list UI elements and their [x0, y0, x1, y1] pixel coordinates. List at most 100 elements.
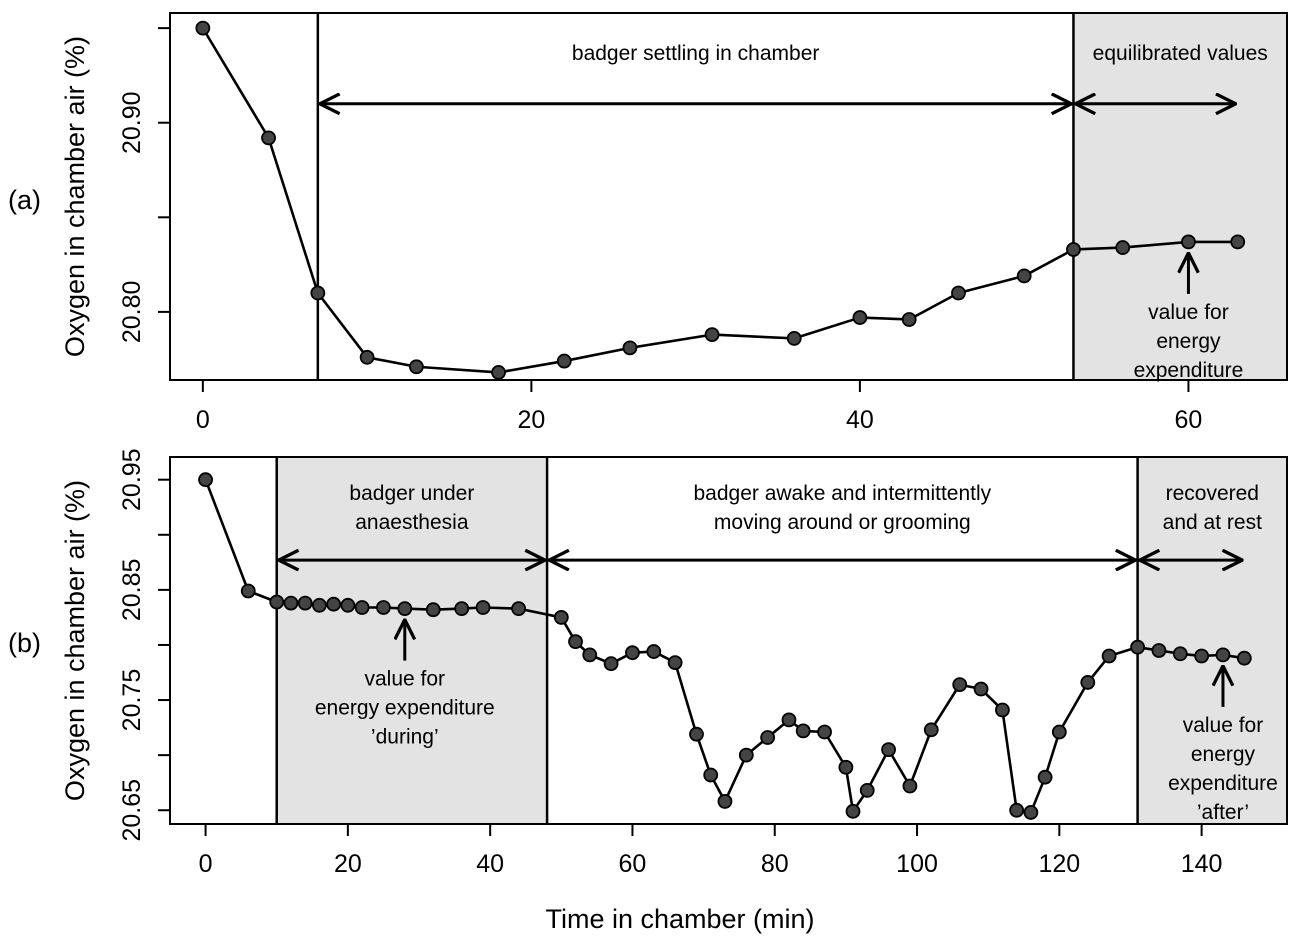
data-point [511, 601, 527, 617]
plot-frame [169, 456, 1288, 825]
data-point [1016, 268, 1032, 284]
data-point [838, 759, 854, 775]
data-point [795, 723, 811, 739]
value-annotation-text: energy [1156, 330, 1221, 353]
x-tick-label: 40 [846, 406, 874, 434]
x-tick-label: 0 [199, 850, 213, 878]
value-annotation-text: expenditure [1134, 359, 1244, 382]
panel-label: (a) [8, 185, 41, 215]
data-point [951, 285, 966, 301]
data-point [622, 340, 638, 356]
data-point [859, 782, 875, 798]
x-tick-label: 20 [334, 850, 362, 878]
data-point [1181, 234, 1196, 250]
x-tick-label: 140 [1181, 850, 1223, 878]
x-tick-label: 60 [619, 850, 647, 878]
x-tick-label: 40 [476, 850, 504, 878]
data-point [1051, 724, 1067, 740]
data-point [1023, 805, 1039, 820]
oxygen-series-line [201, 27, 1238, 374]
x-tick-label: 120 [1038, 850, 1080, 878]
data-point [340, 597, 356, 613]
data-point [760, 730, 776, 745]
data-point [1236, 650, 1252, 666]
data-point [475, 600, 491, 615]
data-point [297, 595, 313, 611]
data-point [1115, 240, 1131, 255]
data-point [817, 724, 832, 740]
data-point [689, 726, 704, 742]
data-point [397, 601, 413, 617]
data-point [881, 742, 896, 758]
phase-label: badger under [349, 482, 474, 505]
y-tick-label: 20.80 [118, 281, 146, 344]
data-point [408, 359, 424, 375]
data-point [603, 656, 619, 672]
data-point [923, 722, 939, 738]
data-point [995, 702, 1010, 718]
data-point [556, 353, 572, 369]
x-axis-title: Time in chamber (min) [545, 904, 814, 934]
data-point [454, 601, 470, 617]
data-point [195, 20, 211, 36]
data-point [646, 644, 662, 659]
data-point [1230, 234, 1246, 250]
data-point [261, 130, 276, 146]
panel-label: (b) [8, 628, 41, 658]
shaded-region [1137, 457, 1287, 824]
data-point [738, 747, 754, 763]
y-axis-title: Oxygen in chamber air (%) [60, 36, 90, 357]
y-tick-label: 20.85 [118, 559, 146, 622]
value-annotation-text: energy [1191, 743, 1256, 766]
data-point [845, 803, 861, 819]
phase-label: moving around or grooming [714, 511, 971, 534]
value-annotation-text: value for [365, 668, 446, 691]
data-point [491, 365, 506, 380]
data-point [568, 634, 583, 650]
phase-label: and at rest [1163, 511, 1262, 534]
phase-label: recovered [1166, 482, 1259, 505]
data-point [717, 794, 733, 809]
shaded-region [1073, 13, 1287, 380]
y-tick-label: 20.75 [118, 669, 146, 732]
phase-label: equilibrated values [1093, 42, 1268, 65]
data-point [667, 655, 683, 670]
data-point [359, 349, 375, 365]
data-point [1101, 648, 1117, 664]
value-annotation-text: energy expenditure [315, 697, 495, 720]
data-point [786, 330, 802, 346]
data-point [1037, 769, 1053, 785]
data-point [625, 645, 640, 661]
data-point [1009, 802, 1025, 818]
y-tick-label: 20.95 [118, 448, 146, 511]
data-point [1172, 646, 1188, 662]
x-tick-label: 80 [761, 850, 789, 878]
data-point [852, 310, 868, 325]
panel-a-chart: 0 20 40 60 20.80 20.90 Oxygen in chamber air (… [8, 12, 1288, 434]
value-annotation-text: value for [1148, 301, 1229, 324]
plot-frame [169, 12, 1288, 381]
panel-b-chart: 0 20 40 60 80 100 120 140 20.65 20.75 20.85 20.95 Ox… [8, 448, 1288, 878]
data-point [553, 610, 569, 625]
data-point [901, 312, 917, 327]
data-point [310, 285, 326, 301]
data-point [240, 583, 256, 599]
data-point [781, 712, 797, 728]
data-point [1080, 675, 1096, 690]
data-point [1194, 648, 1210, 664]
data-point [283, 595, 299, 611]
data-point [1151, 643, 1167, 658]
data-point [376, 600, 391, 615]
data-point [269, 594, 285, 610]
x-tick-label: 0 [196, 406, 210, 434]
phase-label: badger awake and intermittently [693, 482, 991, 505]
data-point [973, 681, 989, 697]
y-tick-label: 20.65 [118, 779, 146, 842]
data-point [1066, 242, 1081, 257]
phase-label: badger settling in chamber [572, 42, 819, 65]
value-annotation-text: value for [1183, 714, 1264, 737]
data-point [354, 600, 370, 615]
y-axis-title: Oxygen in chamber air (%) [60, 480, 90, 801]
value-annotation-text: ’after’ [1197, 801, 1249, 824]
